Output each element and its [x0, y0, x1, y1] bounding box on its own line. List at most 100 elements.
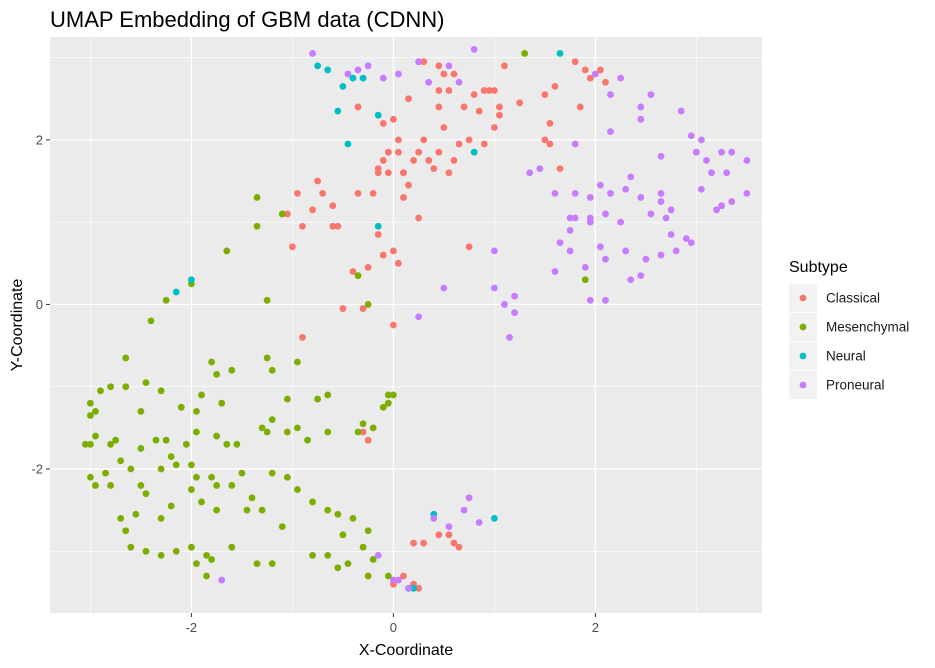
- point-proneural: [667, 206, 675, 214]
- point-proneural: [425, 78, 433, 86]
- point-neural: [470, 148, 478, 156]
- point-neural: [324, 66, 332, 74]
- point-proneural: [364, 62, 372, 70]
- point-classical: [450, 70, 458, 78]
- point-mesenchymal: [521, 50, 529, 57]
- x-tick-label: -2: [186, 620, 198, 635]
- point-classical: [374, 169, 382, 177]
- point-classical: [400, 194, 407, 201]
- point-classical: [445, 169, 453, 177]
- point-proneural: [718, 202, 726, 210]
- point-mesenchymal: [152, 436, 160, 444]
- point-classical: [299, 333, 306, 341]
- data-points: [81, 45, 751, 592]
- point-mesenchymal: [203, 572, 210, 580]
- point-proneural: [607, 128, 614, 136]
- point-mesenchymal: [172, 547, 180, 555]
- point-mesenchymal: [364, 301, 372, 308]
- point-classical: [465, 136, 473, 144]
- point-classical: [440, 124, 448, 131]
- point-classical: [389, 247, 397, 255]
- point-classical: [496, 103, 503, 111]
- point-mesenchymal: [324, 552, 332, 559]
- point-proneural: [682, 235, 690, 243]
- point-mesenchymal: [228, 366, 236, 374]
- point-mesenchymal: [177, 403, 185, 411]
- point-classical: [551, 82, 559, 90]
- point-mesenchymal: [102, 469, 109, 477]
- point-mesenchymal: [92, 482, 99, 489]
- point-proneural: [708, 169, 715, 177]
- point-mesenchymal: [193, 428, 200, 436]
- point-neural: [490, 514, 498, 522]
- point-mesenchymal: [309, 498, 316, 506]
- point-neural: [344, 140, 352, 148]
- point-classical: [440, 70, 448, 78]
- point-mesenchymal: [213, 506, 221, 514]
- point-classical: [415, 214, 423, 222]
- point-classical: [420, 58, 428, 66]
- point-mesenchymal: [208, 473, 215, 481]
- point-classical: [460, 103, 468, 111]
- point-mesenchymal: [334, 510, 342, 518]
- point-proneural: [374, 552, 382, 559]
- y-axis-ticks: -2 0 2: [31, 132, 50, 477]
- point-classical: [430, 165, 438, 173]
- point-proneural: [395, 70, 402, 78]
- point-mesenchymal: [278, 210, 286, 218]
- point-classical: [359, 428, 367, 436]
- point-proneural: [506, 333, 513, 341]
- minor-gridlines: [50, 37, 762, 613]
- point-mesenchymal: [248, 494, 256, 502]
- point-proneural: [445, 62, 453, 70]
- point-mesenchymal: [86, 440, 94, 448]
- point-classical: [480, 140, 488, 148]
- point-classical: [586, 74, 594, 82]
- legend-swatch-classical: [799, 294, 807, 302]
- point-mesenchymal: [147, 317, 155, 325]
- point-mesenchymal: [172, 461, 180, 469]
- point-classical: [435, 531, 443, 539]
- point-classical: [288, 243, 296, 251]
- point-classical: [546, 120, 554, 127]
- point-classical: [395, 259, 402, 267]
- point-proneural: [642, 255, 650, 263]
- point-proneural: [556, 239, 564, 247]
- point-mesenchymal: [132, 510, 140, 518]
- point-neural: [187, 276, 195, 284]
- point-neural: [349, 74, 357, 82]
- point-proneural: [218, 576, 226, 584]
- point-proneural: [657, 251, 665, 259]
- point-mesenchymal: [198, 391, 205, 399]
- point-proneural: [511, 309, 518, 317]
- point-classical: [581, 66, 589, 74]
- point-proneural: [718, 148, 726, 156]
- point-mesenchymal: [107, 383, 114, 391]
- point-classical: [359, 305, 367, 312]
- point-proneural: [743, 157, 751, 164]
- plot-panel: [50, 37, 762, 613]
- point-neural: [374, 222, 382, 230]
- point-proneural: [445, 523, 453, 530]
- point-proneural: [571, 140, 579, 148]
- point-proneural: [703, 157, 710, 164]
- point-mesenchymal: [369, 424, 377, 432]
- point-neural: [339, 82, 347, 90]
- point-classical: [364, 436, 372, 444]
- y-tick-label: 0: [36, 297, 43, 312]
- point-mesenchymal: [218, 399, 226, 407]
- point-mesenchymal: [268, 469, 276, 477]
- point-proneural: [566, 226, 574, 234]
- point-classical: [405, 95, 412, 103]
- point-proneural: [637, 103, 645, 111]
- point-mesenchymal: [263, 428, 271, 436]
- point-mesenchymal: [142, 547, 150, 555]
- point-proneural: [470, 45, 478, 53]
- x-axis-ticks: -2 0 2: [186, 613, 599, 635]
- point-mesenchymal: [384, 399, 392, 407]
- point-proneural: [551, 268, 559, 275]
- point-mesenchymal: [122, 383, 130, 391]
- point-classical: [364, 264, 372, 271]
- point-classical: [445, 531, 453, 539]
- point-proneural: [354, 66, 362, 74]
